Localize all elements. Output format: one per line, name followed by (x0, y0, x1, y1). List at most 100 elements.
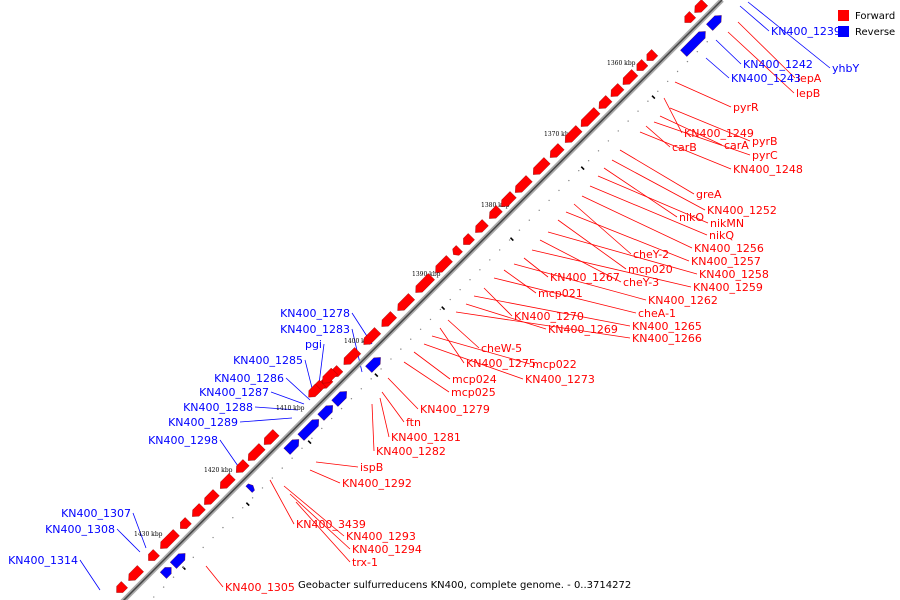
forward-gene[interactable] (598, 95, 613, 109)
forward-gene[interactable] (610, 83, 625, 97)
reverse-gene[interactable] (283, 439, 300, 455)
forward-gene[interactable] (308, 383, 322, 398)
forward-gene[interactable] (435, 255, 453, 273)
gene-label[interactable]: KN400_1294 (352, 543, 422, 556)
gene-label[interactable]: KN400_1239 (771, 25, 841, 38)
gene-label[interactable]: KN400_1262 (648, 294, 718, 307)
gene-label[interactable]: KN400_1257 (691, 255, 761, 268)
gene-label[interactable]: KN400_1283 (280, 323, 350, 336)
gene-label[interactable]: KN400_1314 (8, 554, 78, 567)
forward-gene[interactable] (236, 459, 250, 473)
reverse-gene[interactable] (331, 391, 347, 407)
forward-gene[interactable] (192, 503, 206, 517)
gene-label[interactable]: KN400_1305 (225, 581, 295, 594)
forward-gene[interactable] (180, 517, 192, 529)
forward-gene[interactable] (684, 11, 697, 23)
gene-label[interactable]: KN400_1293 (346, 530, 416, 543)
gene-label[interactable]: mcp022 (532, 358, 577, 371)
gene-label[interactable]: carA (724, 139, 749, 152)
gene-label[interactable]: cheA-1 (638, 307, 676, 320)
forward-gene[interactable] (116, 581, 128, 593)
gene-label[interactable]: KN400_1269 (548, 323, 618, 336)
gene-label[interactable]: KN400_1275 (466, 357, 536, 370)
forward-gene[interactable] (220, 473, 236, 489)
gene-label[interactable]: mcp021 (538, 287, 583, 300)
forward-gene[interactable] (263, 429, 280, 445)
forward-gene[interactable] (204, 489, 220, 505)
gene-label[interactable]: cheY-2 (633, 248, 669, 261)
forward-gene[interactable] (322, 367, 338, 384)
gene-label[interactable]: KN400_1285 (233, 354, 303, 367)
forward-gene[interactable] (564, 125, 583, 143)
forward-gene[interactable] (515, 175, 533, 193)
gene-label[interactable]: nikQ (709, 229, 734, 242)
gene-label[interactable]: mcp020 (628, 263, 673, 276)
reverse-gene[interactable] (297, 419, 319, 441)
gene-label[interactable]: KN400_1288 (183, 401, 253, 414)
gene-label[interactable]: mcp025 (451, 386, 496, 399)
gene-label[interactable]: pyrB (752, 135, 778, 148)
gene-label[interactable]: KN400_1248 (733, 163, 803, 176)
reverse-gene[interactable] (159, 567, 172, 579)
gene-label[interactable]: KN400_1270 (514, 310, 584, 323)
gene-label[interactable]: KN400_1243 (731, 72, 801, 85)
gene-label[interactable]: pgi (305, 338, 322, 351)
forward-gene[interactable] (128, 565, 144, 581)
gene-label[interactable]: KN400_1286 (214, 372, 284, 385)
gene-label[interactable]: cheW-5 (481, 342, 522, 355)
forward-gene[interactable] (343, 347, 362, 365)
gene-label[interactable]: KN400_1298 (148, 434, 218, 447)
gene-label[interactable]: trx-1 (352, 556, 378, 569)
gene-label[interactable]: KN400_1266 (632, 332, 702, 345)
forward-gene[interactable] (489, 205, 503, 219)
gene-label[interactable]: KN400_1242 (743, 58, 813, 71)
gene-label[interactable]: KN400_1267 (550, 271, 620, 284)
reverse-gene[interactable] (317, 405, 333, 421)
forward-gene[interactable] (475, 219, 489, 233)
gene-label[interactable]: KN400_1307 (61, 507, 131, 520)
forward-gene[interactable] (381, 311, 398, 327)
gene-label[interactable]: KN400_1281 (391, 431, 461, 444)
forward-gene[interactable] (622, 69, 639, 85)
gene-label[interactable]: carB (672, 141, 697, 154)
reverse-gene[interactable] (245, 483, 255, 493)
gene-label[interactable]: yhbY (832, 62, 859, 75)
forward-gene[interactable] (636, 59, 649, 71)
gene-label[interactable]: nikO (679, 211, 704, 224)
gene-label[interactable]: pyrC (752, 149, 778, 162)
forward-gene[interactable] (452, 245, 463, 256)
forward-gene[interactable] (160, 529, 180, 549)
forward-gene[interactable] (415, 273, 435, 293)
forward-gene[interactable] (363, 327, 382, 345)
gene-label[interactable]: KN400_1279 (420, 403, 490, 416)
forward-gene[interactable] (549, 143, 565, 158)
forward-gene[interactable] (397, 293, 416, 311)
gene-label[interactable]: KN400_1278 (280, 307, 350, 320)
forward-gene[interactable] (533, 157, 551, 175)
gene-label[interactable]: KN400_1249 (684, 127, 754, 140)
forward-gene[interactable] (501, 191, 517, 207)
gene-label[interactable]: KN400_1256 (694, 242, 764, 255)
gene-label[interactable]: ispB (360, 461, 383, 474)
gene-label[interactable]: pyrR (733, 101, 759, 114)
gene-label[interactable]: KN400_1289 (168, 416, 238, 429)
gene-label[interactable]: KN400_1252 (707, 204, 777, 217)
gene-label[interactable]: KN400_1287 (199, 386, 269, 399)
forward-gene[interactable] (646, 49, 659, 61)
gene-label[interactable]: KN400_1273 (525, 373, 595, 386)
gene-label[interactable]: KN400_1282 (376, 445, 446, 458)
reverse-gene[interactable] (680, 31, 706, 57)
gene-label[interactable]: mcp024 (452, 373, 497, 386)
gene-label[interactable]: KN400_1292 (342, 477, 412, 490)
forward-gene[interactable] (694, 0, 709, 13)
gene-label[interactable]: lepB (796, 87, 820, 100)
forward-gene[interactable] (148, 549, 160, 561)
gene-label[interactable]: KN400_1258 (699, 268, 769, 281)
gene-label[interactable]: KN400_1259 (693, 281, 763, 294)
gene-label[interactable]: KN400_1265 (632, 320, 702, 333)
reverse-gene[interactable] (169, 553, 186, 569)
gene-label[interactable]: KN400_3439 (296, 518, 366, 531)
gene-label[interactable]: nikMN (710, 217, 744, 230)
reverse-gene[interactable] (365, 357, 381, 373)
gene-label[interactable]: lepA (797, 72, 822, 85)
